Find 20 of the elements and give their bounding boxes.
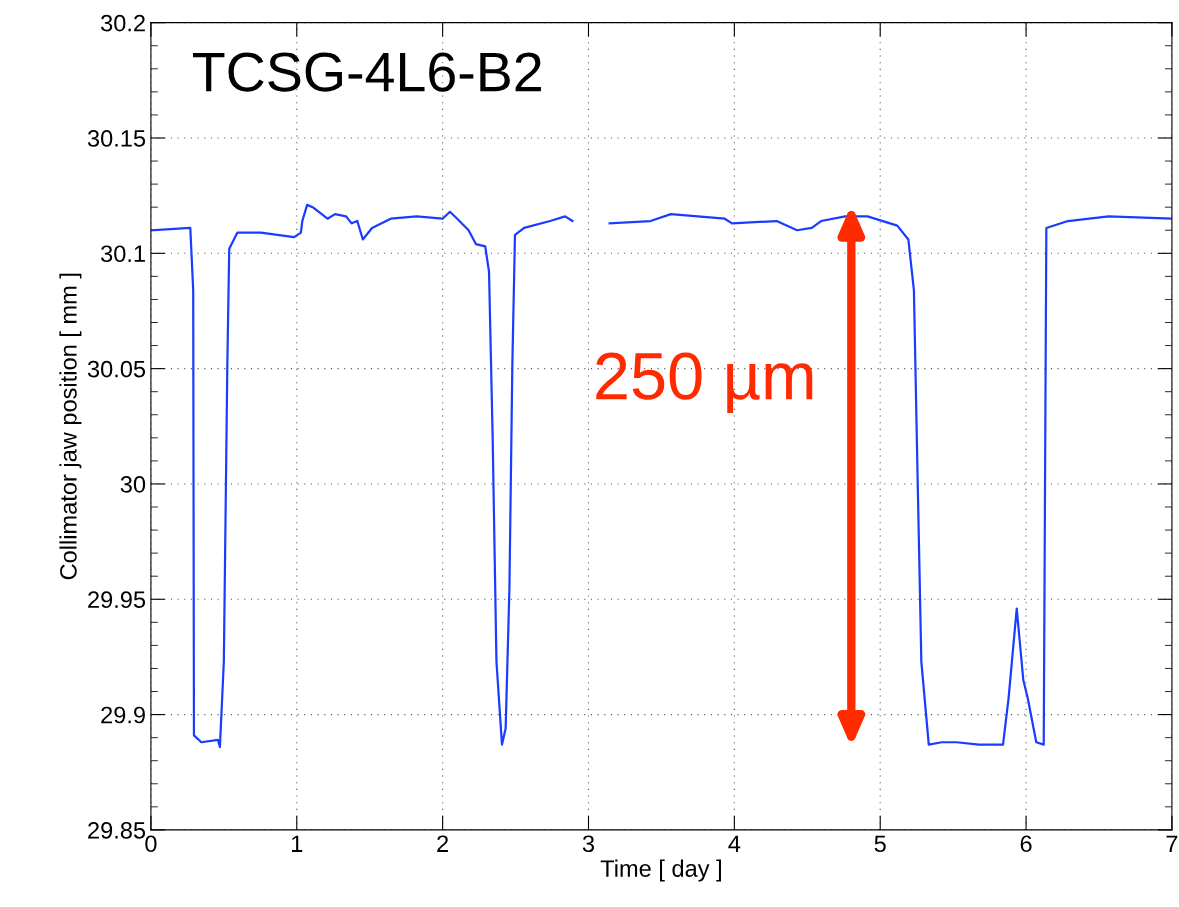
y-tick-label: 29.9 — [101, 706, 145, 724]
y-tick-label: 29.95 — [88, 591, 146, 609]
y-tick-label: 30.05 — [87, 360, 146, 378]
annotation: 250 µm — [596, 352, 813, 413]
x-tick-label: 7 — [1166, 835, 1178, 852]
x-tick-label: 3 — [582, 835, 595, 853]
y-axis-title: Collimator jaw position [ mm ] — [59, 273, 82, 580]
x-tick-label: 5 — [874, 835, 886, 853]
x-tick-label: 4 — [728, 835, 741, 852]
chart-title: TCSG-4L6-B2 — [193, 52, 541, 92]
y-tick-label: 30.1 — [101, 245, 145, 263]
x-tick-label: 2 — [437, 835, 449, 852]
x-tick-label: 0 — [145, 835, 157, 853]
y-tick-label: 30.15 — [87, 130, 146, 147]
x-tick-label: 6 — [1020, 835, 1032, 853]
y-tick-label: 30.2 — [101, 14, 145, 32]
x-axis-title: Time [ day ] — [600, 859, 721, 882]
y-tick-label: 30 — [120, 476, 146, 493]
y-tick-label: 29.85 — [88, 821, 146, 839]
x-tick-label: 1 — [292, 835, 303, 852]
